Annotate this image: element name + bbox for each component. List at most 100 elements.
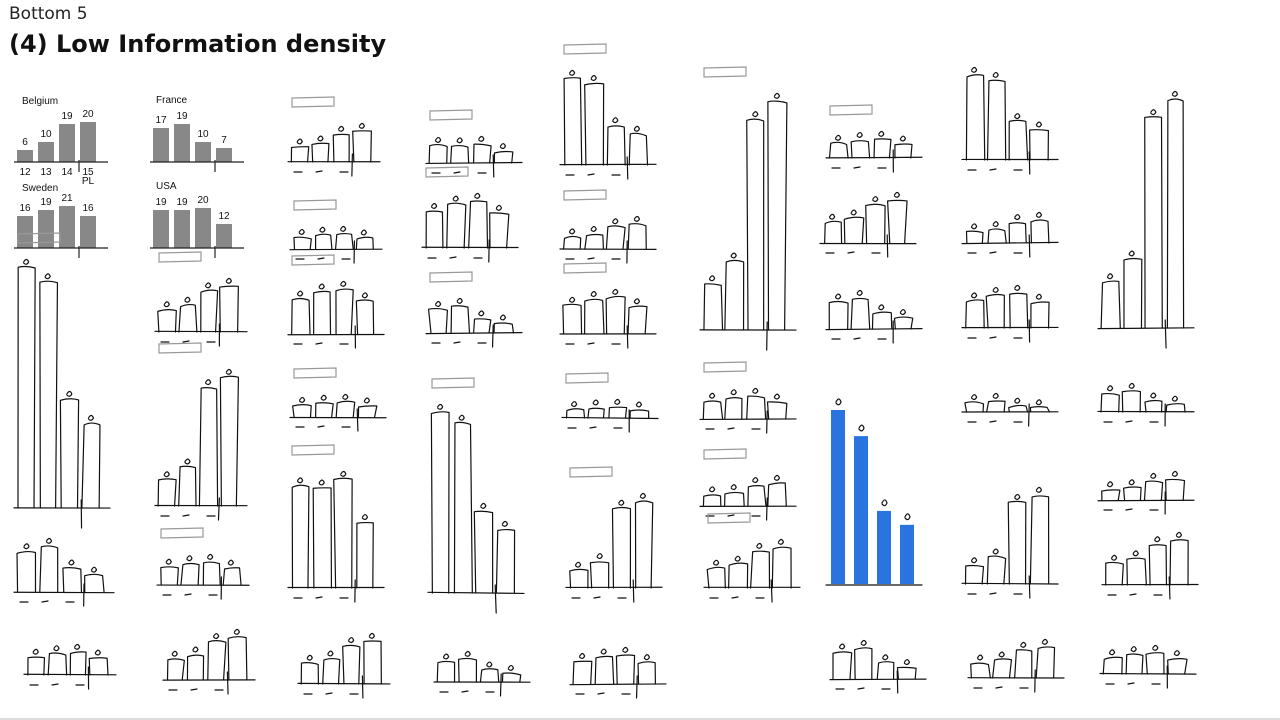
sketch-title-box [707,512,751,524]
highlighted-chart [825,398,923,586]
sketch-value-mark [592,399,599,406]
sketch-bar [854,647,873,680]
sketch-axis [427,591,525,595]
bar [59,124,75,162]
sketch-bar [446,202,467,249]
sketch-value-mark [1107,273,1114,280]
sketch-chart [565,466,663,603]
sketch-bar [887,199,908,244]
sketch-bar [894,143,913,159]
sketch-bar [334,232,354,250]
sketch-tick-scribbles [831,337,887,340]
sketch-bar [88,657,109,676]
sketch-value-mark [1128,250,1135,257]
sketch-chart [699,361,797,434]
sketch-axis [425,161,523,165]
sketch-value-mark [205,282,212,289]
sketch-bar [876,661,895,680]
sketch-value-mark [66,390,73,397]
sketch-tick-scribbles [293,342,349,345]
sketch-chart [289,199,383,264]
sketch-chart [961,211,1059,258]
sketch-bar [637,661,656,685]
sketch-bar [160,566,179,586]
sketch-value-mark [435,301,442,307]
bar-value-label: 21 [61,193,73,204]
sketch-value-mark [596,553,603,560]
sketch-value-mark [1171,470,1179,477]
sketch-value-mark [569,69,576,76]
sketch-axis [961,241,1059,245]
sketch-bar [562,303,583,335]
bar-value-label: 19 [176,111,188,122]
sketch-value-mark [893,191,901,198]
sketch-value-mark [777,538,785,545]
sketch-bar [992,658,1013,679]
sketch-value-mark [850,209,857,216]
sketch-value-mark [1041,638,1049,645]
sketch-bar [965,230,984,244]
sketch-value-mark [306,654,313,661]
sketch-separator [492,154,495,178]
sketch-separator [765,497,768,521]
sketch-bar [335,400,356,418]
sketch-chart [154,251,248,347]
bar-value-label: 10 [197,129,209,140]
sketch-bar [594,655,615,685]
sketch-chart [1101,531,1199,600]
sketch-value-mark [1128,382,1135,389]
sketch-value-mark [571,401,578,408]
sketch-bar [605,225,626,250]
sketch-bar [59,398,80,509]
sketch-value-mark [835,134,842,141]
sketch-bar [291,297,311,335]
sketch-bar [771,546,792,589]
sketch-bar [627,223,647,250]
sketch-chart [297,632,391,699]
sketch-value-mark [639,492,647,499]
sketch-value-mark [165,558,172,565]
sketch-bar [1165,478,1186,501]
sketch-bar [473,510,494,594]
sketch-chart [1097,382,1195,427]
bar-value-label: 7 [221,135,227,146]
sketch-value-mark [163,301,170,308]
sketch-value-mark [299,396,306,403]
sketch-bar [706,566,726,589]
sketch-value-mark [1111,554,1118,561]
sketch-value-mark [903,659,911,666]
sketch-separator [1028,403,1030,427]
sketch-axis [825,328,923,331]
sketch-bar [1008,404,1029,413]
sketch-bar [873,138,892,159]
sketch-value-mark [361,514,369,521]
sketch-bar [1100,280,1121,329]
sketch-value-mark [499,314,507,321]
sketch-bar [1122,486,1142,501]
sketch-bar [628,132,649,166]
sketch-value-mark [486,661,493,668]
sketch-value-mark [590,75,597,82]
sketch-value-mark [186,555,193,562]
sketch-chart [13,232,111,529]
sketch-axis [561,416,659,420]
sketch-value-mark [569,296,576,303]
sketch-bar [986,79,1007,161]
sketch-value-mark [317,135,324,142]
bar [153,210,169,248]
sketch-value-mark [1150,392,1157,399]
sketch-bar [1126,557,1147,586]
sketch-chart [289,367,387,432]
sketch-bar [964,401,985,413]
sketch-bar [605,295,626,335]
sketch-bar [489,212,510,249]
sketch-axis [1097,327,1195,330]
sketch-axis [1097,499,1195,502]
sketch-tick-scribbles [431,171,487,174]
sketch-value-mark [600,648,607,655]
sketch-value-mark [1035,121,1043,128]
sketch-bar [1029,495,1050,585]
sketch-value-mark [829,213,836,220]
sketch-tick-scribbles [825,251,881,254]
sketch-chart [1099,644,1197,689]
